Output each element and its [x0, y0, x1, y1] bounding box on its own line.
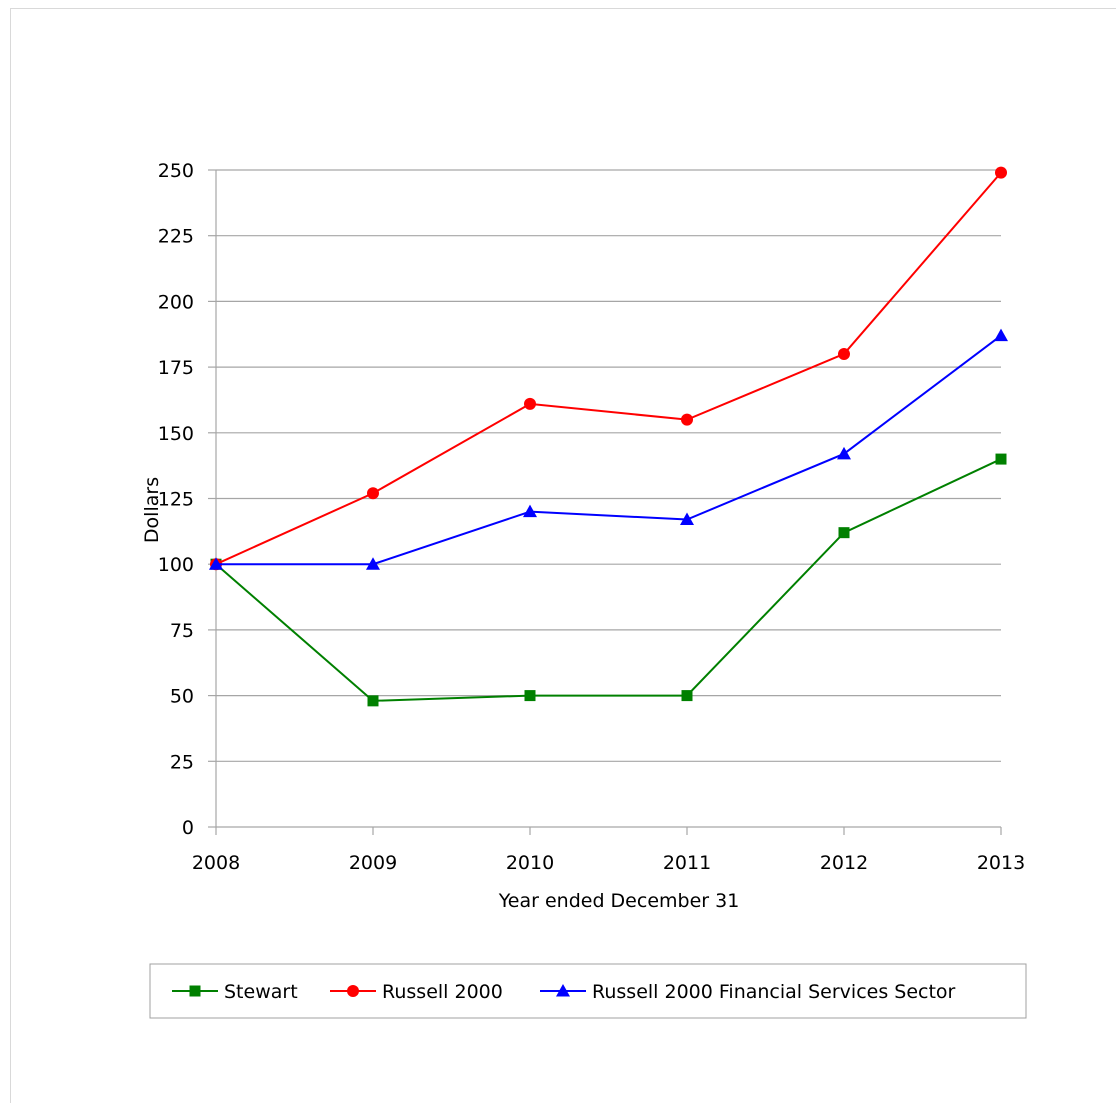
x-tick-label: 2009: [349, 852, 397, 874]
x-tick-labels: 2008 2009 2010 2011 2012 2013: [192, 852, 1025, 874]
data-point-russell-2000-financial-services-sector: [366, 557, 380, 570]
axes: [208, 169, 1002, 835]
x-tick-label: 2008: [192, 852, 240, 874]
x-tick-label: 2010: [506, 852, 554, 874]
legend-label: Russell 2000: [382, 981, 503, 1003]
series-russell-2000-financial-services-sector: [209, 328, 1008, 570]
data-point-russell-2000-financial-services-sector: [209, 557, 223, 570]
y-tick-label: 0: [182, 817, 194, 839]
legend-entry-russell-2000: Russell 2000: [330, 981, 503, 1003]
x-axis-title: Year ended December 31: [498, 890, 740, 912]
series-group: [209, 166, 1008, 707]
y-axis-title: Dollars: [141, 477, 163, 543]
data-point-russell-2000-financial-services-sector: [837, 446, 851, 460]
series-line-russell-2000: [215, 171, 1002, 566]
legend-entry-russell-2000-financial-services-sector: Russell 2000 Financial Services Sector: [540, 981, 956, 1003]
gridlines: [216, 169, 1001, 828]
data-point-stewart: [681, 690, 693, 702]
legend-swatch-marker: [347, 985, 359, 997]
legend-box: [149, 963, 1027, 1019]
data-point-russell-2000: [681, 413, 693, 426]
y-tick-label: 150: [158, 423, 194, 445]
y-tick-label: 100: [158, 554, 194, 576]
x-tick-label: 2012: [820, 852, 868, 874]
y-tick-label: 250: [158, 160, 194, 182]
legend-label: Russell 2000 Financial Services Sector: [592, 981, 956, 1003]
data-point-russell-2000-financial-services-sector: [994, 328, 1008, 342]
x-tick-label: 2011: [663, 852, 711, 874]
chart-frame: [10, 8, 1116, 1103]
series-line-russell-2000-financial-services-sector: [216, 334, 1002, 566]
data-point-stewart: [838, 527, 850, 539]
legend-swatch-marker: [189, 985, 201, 997]
data-point-stewart: [367, 695, 379, 707]
y-tick-label: 75: [170, 620, 194, 642]
legend-label: Stewart: [224, 981, 298, 1003]
data-point-russell-2000: [995, 166, 1007, 179]
legend-entry-stewart: Stewart: [172, 981, 298, 1003]
series-line-stewart: [215, 458, 1002, 702]
data-point-russell-2000-financial-services-sector: [523, 504, 537, 518]
legend: Stewart Russell 2000 Russell 2000 Financia…: [149, 963, 1027, 1019]
series-russell-2000: [210, 166, 1007, 571]
y-tick-label: 50: [170, 686, 194, 708]
x-tick-label: 2013: [977, 852, 1025, 874]
y-tick-label: 225: [158, 226, 194, 248]
series-stewart: [210, 453, 1007, 707]
y-tick-label: 25: [170, 751, 194, 773]
data-point-russell-2000: [367, 487, 379, 500]
data-point-stewart: [524, 690, 536, 702]
data-point-russell-2000-financial-services-sector: [680, 512, 694, 526]
y-tick-label: 175: [158, 357, 194, 379]
data-point-stewart: [995, 453, 1007, 465]
data-point-russell-2000: [524, 397, 536, 410]
y-tick-labels: 0 25 50 75 100 125 150 175 200 225 250: [158, 160, 194, 839]
data-point-russell-2000: [838, 347, 850, 360]
y-tick-label: 200: [158, 291, 194, 313]
y-tick-label: 125: [158, 489, 194, 511]
legend-swatch-marker: [556, 984, 570, 997]
